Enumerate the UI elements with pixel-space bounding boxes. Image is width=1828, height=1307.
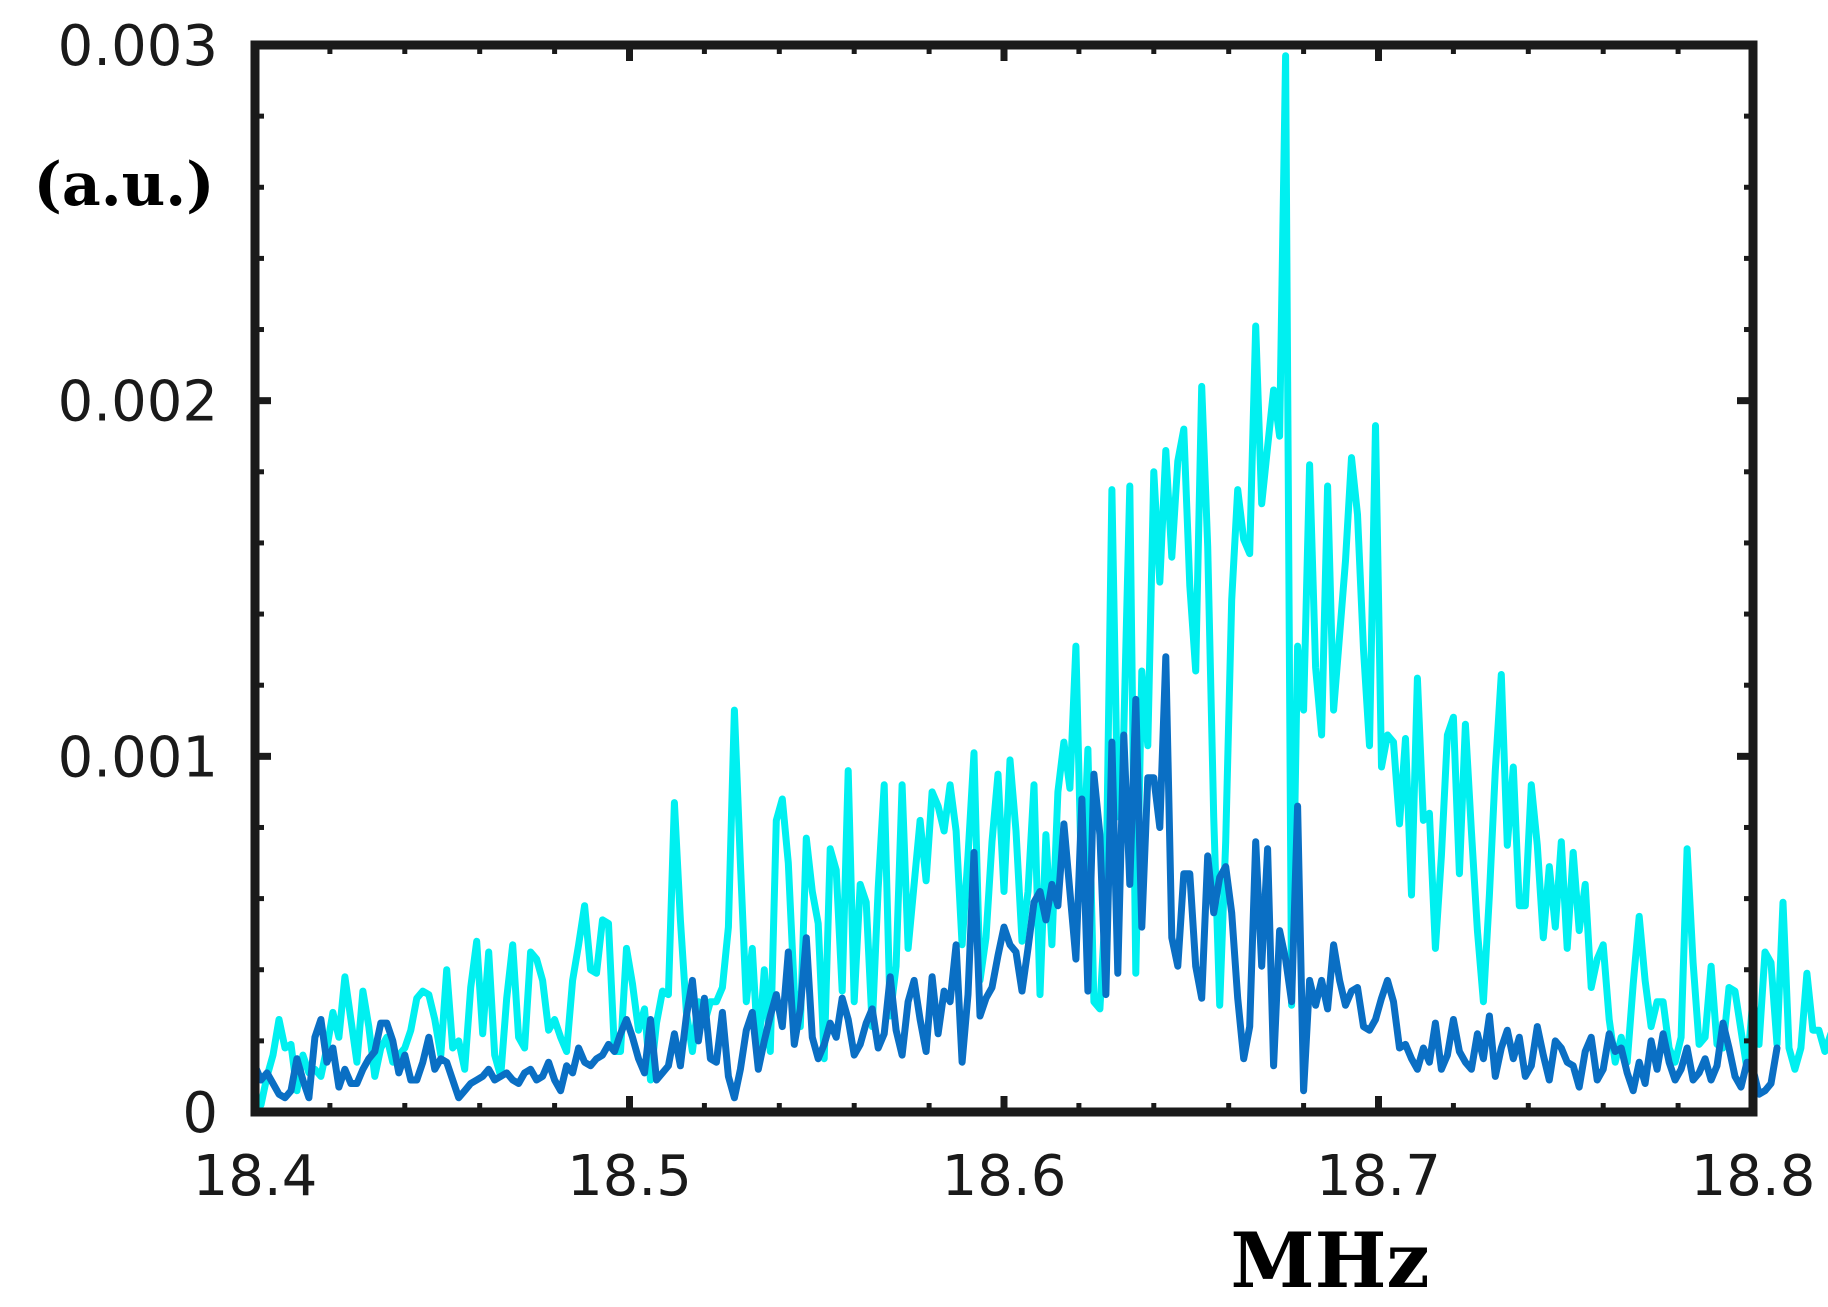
x-tick-label: 18.4 — [193, 1144, 318, 1209]
plot-frame — [250, 40, 1758, 1117]
y-tick-label: 0.001 — [58, 725, 218, 790]
y-axis-label: (a.u.) — [33, 150, 214, 220]
x-tick-label: 18.8 — [1691, 1144, 1816, 1209]
y-tick-label: 0.003 — [58, 14, 218, 79]
y-tick-label: 0.002 — [58, 370, 218, 435]
x-tick-label: 18.5 — [567, 1144, 692, 1209]
x-tick-label: 18.6 — [942, 1144, 1067, 1209]
x-tick-label: 18.7 — [1316, 1144, 1441, 1209]
tick-labels-layer: 18.4 18.5 18.6 18.7 18.8 0 0.001 0.002 0.003 — [58, 14, 1816, 1209]
y-tick-label: 0 — [182, 1081, 218, 1146]
series-layer — [251, 52, 1828, 1109]
series-line-2 — [251, 653, 1781, 1102]
x-axis-label: MHz — [1230, 1216, 1429, 1305]
